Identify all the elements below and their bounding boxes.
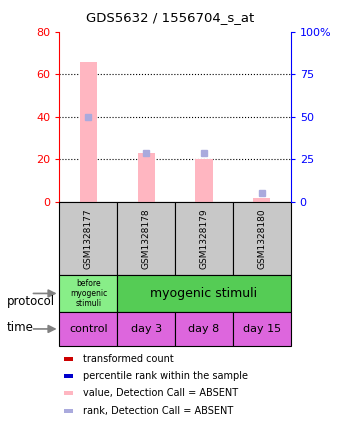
Text: day 3: day 3	[131, 324, 162, 334]
FancyBboxPatch shape	[59, 312, 117, 346]
Text: GSM1328177: GSM1328177	[84, 208, 93, 269]
Bar	[80, 61, 97, 202]
Text: before
myogenic
stimuli: before myogenic stimuli	[70, 278, 107, 308]
Text: time: time	[7, 321, 34, 334]
Text: transformed count: transformed count	[83, 354, 173, 364]
Text: myogenic stimuli: myogenic stimuli	[150, 287, 258, 300]
FancyBboxPatch shape	[117, 312, 175, 346]
FancyBboxPatch shape	[175, 202, 233, 275]
Text: percentile rank within the sample: percentile rank within the sample	[83, 371, 248, 381]
FancyBboxPatch shape	[117, 275, 291, 312]
FancyBboxPatch shape	[59, 202, 117, 275]
Bar	[64, 374, 73, 378]
Bar	[253, 198, 270, 202]
Bar	[64, 409, 73, 413]
Text: GSM1328180: GSM1328180	[257, 208, 266, 269]
Bar	[64, 391, 73, 395]
Text: GSM1328179: GSM1328179	[200, 208, 208, 269]
Text: control: control	[69, 324, 108, 334]
FancyBboxPatch shape	[175, 312, 233, 346]
Bar	[64, 357, 73, 361]
Bar	[195, 159, 212, 202]
Text: protocol: protocol	[7, 295, 55, 308]
Text: value, Detection Call = ABSENT: value, Detection Call = ABSENT	[83, 388, 238, 398]
FancyBboxPatch shape	[117, 202, 175, 275]
Text: day 15: day 15	[243, 324, 281, 334]
Text: GDS5632 / 1556704_s_at: GDS5632 / 1556704_s_at	[86, 11, 254, 24]
Text: rank, Detection Call = ABSENT: rank, Detection Call = ABSENT	[83, 406, 233, 416]
Text: GSM1328178: GSM1328178	[142, 208, 151, 269]
Bar	[137, 153, 155, 202]
FancyBboxPatch shape	[233, 312, 291, 346]
FancyBboxPatch shape	[59, 275, 117, 312]
Text: day 8: day 8	[188, 324, 220, 334]
FancyBboxPatch shape	[233, 202, 291, 275]
